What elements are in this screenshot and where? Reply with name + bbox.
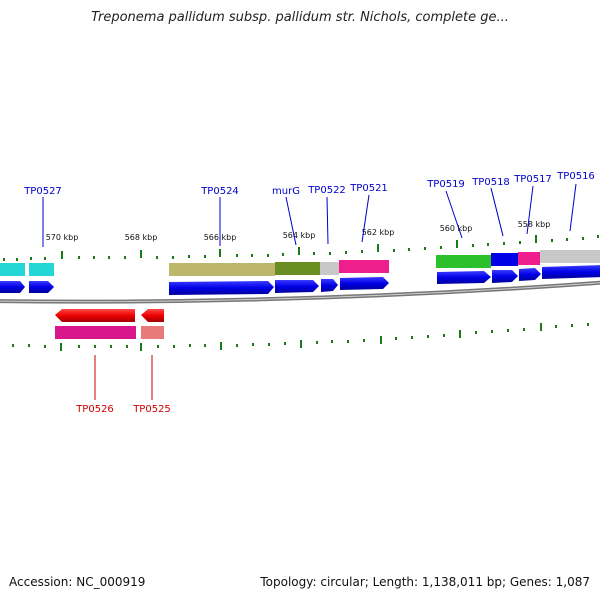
feature-green	[436, 255, 491, 268]
map-title: Treponema pallidum subsp. pallidum str. …	[91, 10, 509, 25]
feature-khaki	[169, 263, 275, 276]
gene-label-reverse: TP0525	[132, 404, 171, 415]
feature-magenta	[55, 326, 136, 339]
feature-grey	[320, 262, 339, 275]
cds-arrow	[437, 271, 491, 284]
feature-olive	[275, 262, 320, 275]
upper-ticks	[3, 235, 599, 261]
feature-salmon	[141, 326, 164, 339]
lower-ticks	[12, 323, 589, 351]
gene-label: TP0518	[471, 177, 510, 188]
genome-backbone-highlight	[0, 282, 600, 303]
cds-arrow	[340, 277, 389, 290]
feature-pink	[339, 260, 389, 273]
gene-label-reverse: TP0526	[75, 404, 114, 415]
tick-label: 564 kbp	[283, 231, 316, 240]
cds-arrow-reverse	[141, 309, 164, 322]
gene-label: TP0524	[200, 186, 239, 197]
forward-feature-track	[0, 250, 600, 276]
cds-arrow	[275, 280, 319, 293]
cds-arrow	[29, 281, 54, 293]
feature-pink	[518, 252, 540, 265]
cds-arrow	[321, 279, 338, 292]
feature-cyan	[29, 263, 54, 276]
feature-grey	[540, 250, 600, 263]
forward-cds-track	[0, 265, 600, 295]
tick-label: 558 kbp	[518, 220, 551, 229]
cds-arrow	[492, 270, 518, 283]
gene-label: TP0522	[307, 185, 346, 196]
tick-label: 568 kbp	[125, 233, 158, 242]
genome-summary: Topology: circular; Length: 1,138,011 bp…	[260, 575, 590, 589]
cds-arrow	[519, 268, 541, 281]
feature-blue	[491, 253, 518, 266]
gene-label: TP0519	[426, 179, 465, 190]
gene-label: TP0521	[349, 183, 388, 194]
feature-cyan	[0, 263, 25, 276]
accession-label: Accession: NC_000919	[9, 575, 146, 589]
gene-label: TP0527	[23, 186, 62, 197]
tick-label: 570 kbp	[46, 233, 79, 242]
reverse-leaders	[94, 355, 153, 400]
cds-arrow	[0, 281, 25, 293]
cds-arrow-reverse	[55, 309, 135, 322]
reverse-cds-track	[55, 309, 164, 339]
tick-label: 560 kbp	[440, 224, 473, 233]
gene-label: murG	[272, 186, 300, 197]
cds-arrow	[169, 281, 274, 295]
tick-label: 562 kbp	[362, 228, 395, 237]
gene-label: TP0517	[513, 174, 552, 185]
gene-label: TP0516	[556, 171, 595, 182]
forward-leaders	[42, 183, 577, 247]
cds-arrow	[542, 265, 600, 279]
